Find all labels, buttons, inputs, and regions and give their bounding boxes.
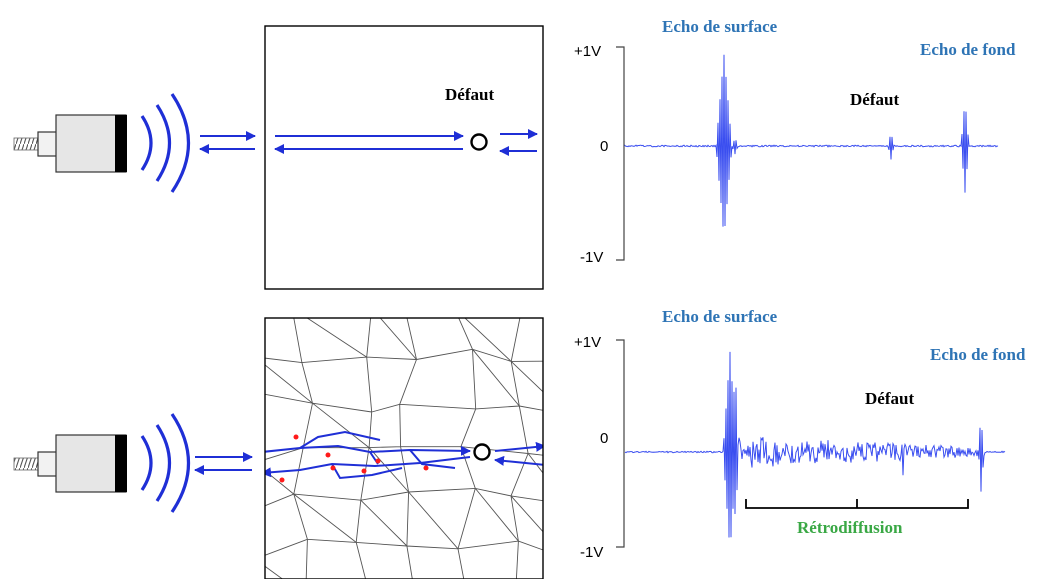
ultrasound-wave-icon — [140, 115, 153, 171]
bottom-y-tick-pos: +1V — [574, 334, 601, 351]
bottom-echo-fond-label: Echo de fond — [930, 345, 1026, 364]
bottom-wave-arcs — [140, 413, 190, 513]
connector-icon — [37, 451, 59, 477]
polycrystalline-sample — [264, 317, 544, 579]
backscatter-label: Rétrodiffusion — [797, 518, 903, 537]
top-echo-fond-label: Echo de fond — [920, 40, 1016, 59]
transducer-face-icon — [115, 435, 127, 492]
bottom-y-tick-neg: -1V — [580, 544, 603, 561]
scatter-points — [279, 434, 429, 483]
bottom-chart-defect-label: Défaut — [865, 389, 914, 408]
defect-icon — [473, 443, 491, 461]
top-beam-arrows — [199, 129, 538, 156]
top-defect-label: Défaut — [445, 85, 494, 104]
defect-icon — [470, 133, 488, 151]
cable-icon — [13, 137, 41, 151]
top-y-tick-pos: +1V — [574, 43, 601, 60]
grain-boundary — [265, 318, 543, 579]
ultrasound-wave-icon — [140, 435, 153, 491]
bottom-echo-surface-label: Echo de surface — [662, 307, 778, 326]
top-chart-defect-label: Défaut — [850, 90, 899, 109]
connector-icon — [37, 131, 59, 157]
scattered-beam-paths — [265, 430, 543, 480]
top-chart: +1V 0 -1V Echo de surface Echo de fond D… — [574, 17, 1016, 266]
bottom-y-tick-zero: 0 — [600, 430, 608, 447]
sample-border — [264, 317, 544, 579]
transducer-icon — [55, 114, 127, 173]
bottom-y-axis — [616, 339, 625, 548]
cable-icon — [13, 457, 41, 471]
top-echo-surface-label: Echo de surface — [662, 17, 778, 36]
grain-boundaries — [265, 318, 543, 579]
ultrasound-wave-icon — [170, 93, 190, 193]
backscatter-bracket — [745, 499, 969, 509]
ultrasound-wave-icon — [155, 104, 172, 182]
bottom-chart: +1V 0 -1V Echo de surface Echo de fond D… — [574, 307, 1026, 561]
ultrasound-wave-icon — [170, 413, 190, 513]
top-transducer — [13, 114, 127, 173]
top-wave-arcs — [140, 93, 190, 193]
top-y-axis — [616, 46, 625, 261]
bottom-transducer — [13, 434, 127, 493]
ultrasound-wave-icon — [155, 424, 172, 502]
top-y-tick-neg: -1V — [580, 249, 603, 266]
top-y-tick-zero: 0 — [600, 138, 608, 155]
top-signal-trace — [624, 54, 999, 227]
bottom-beam-arrows — [194, 452, 253, 475]
bottom-signal-trace — [624, 351, 1006, 538]
transducer-face-icon — [115, 115, 127, 172]
homogeneous-sample — [264, 25, 544, 290]
